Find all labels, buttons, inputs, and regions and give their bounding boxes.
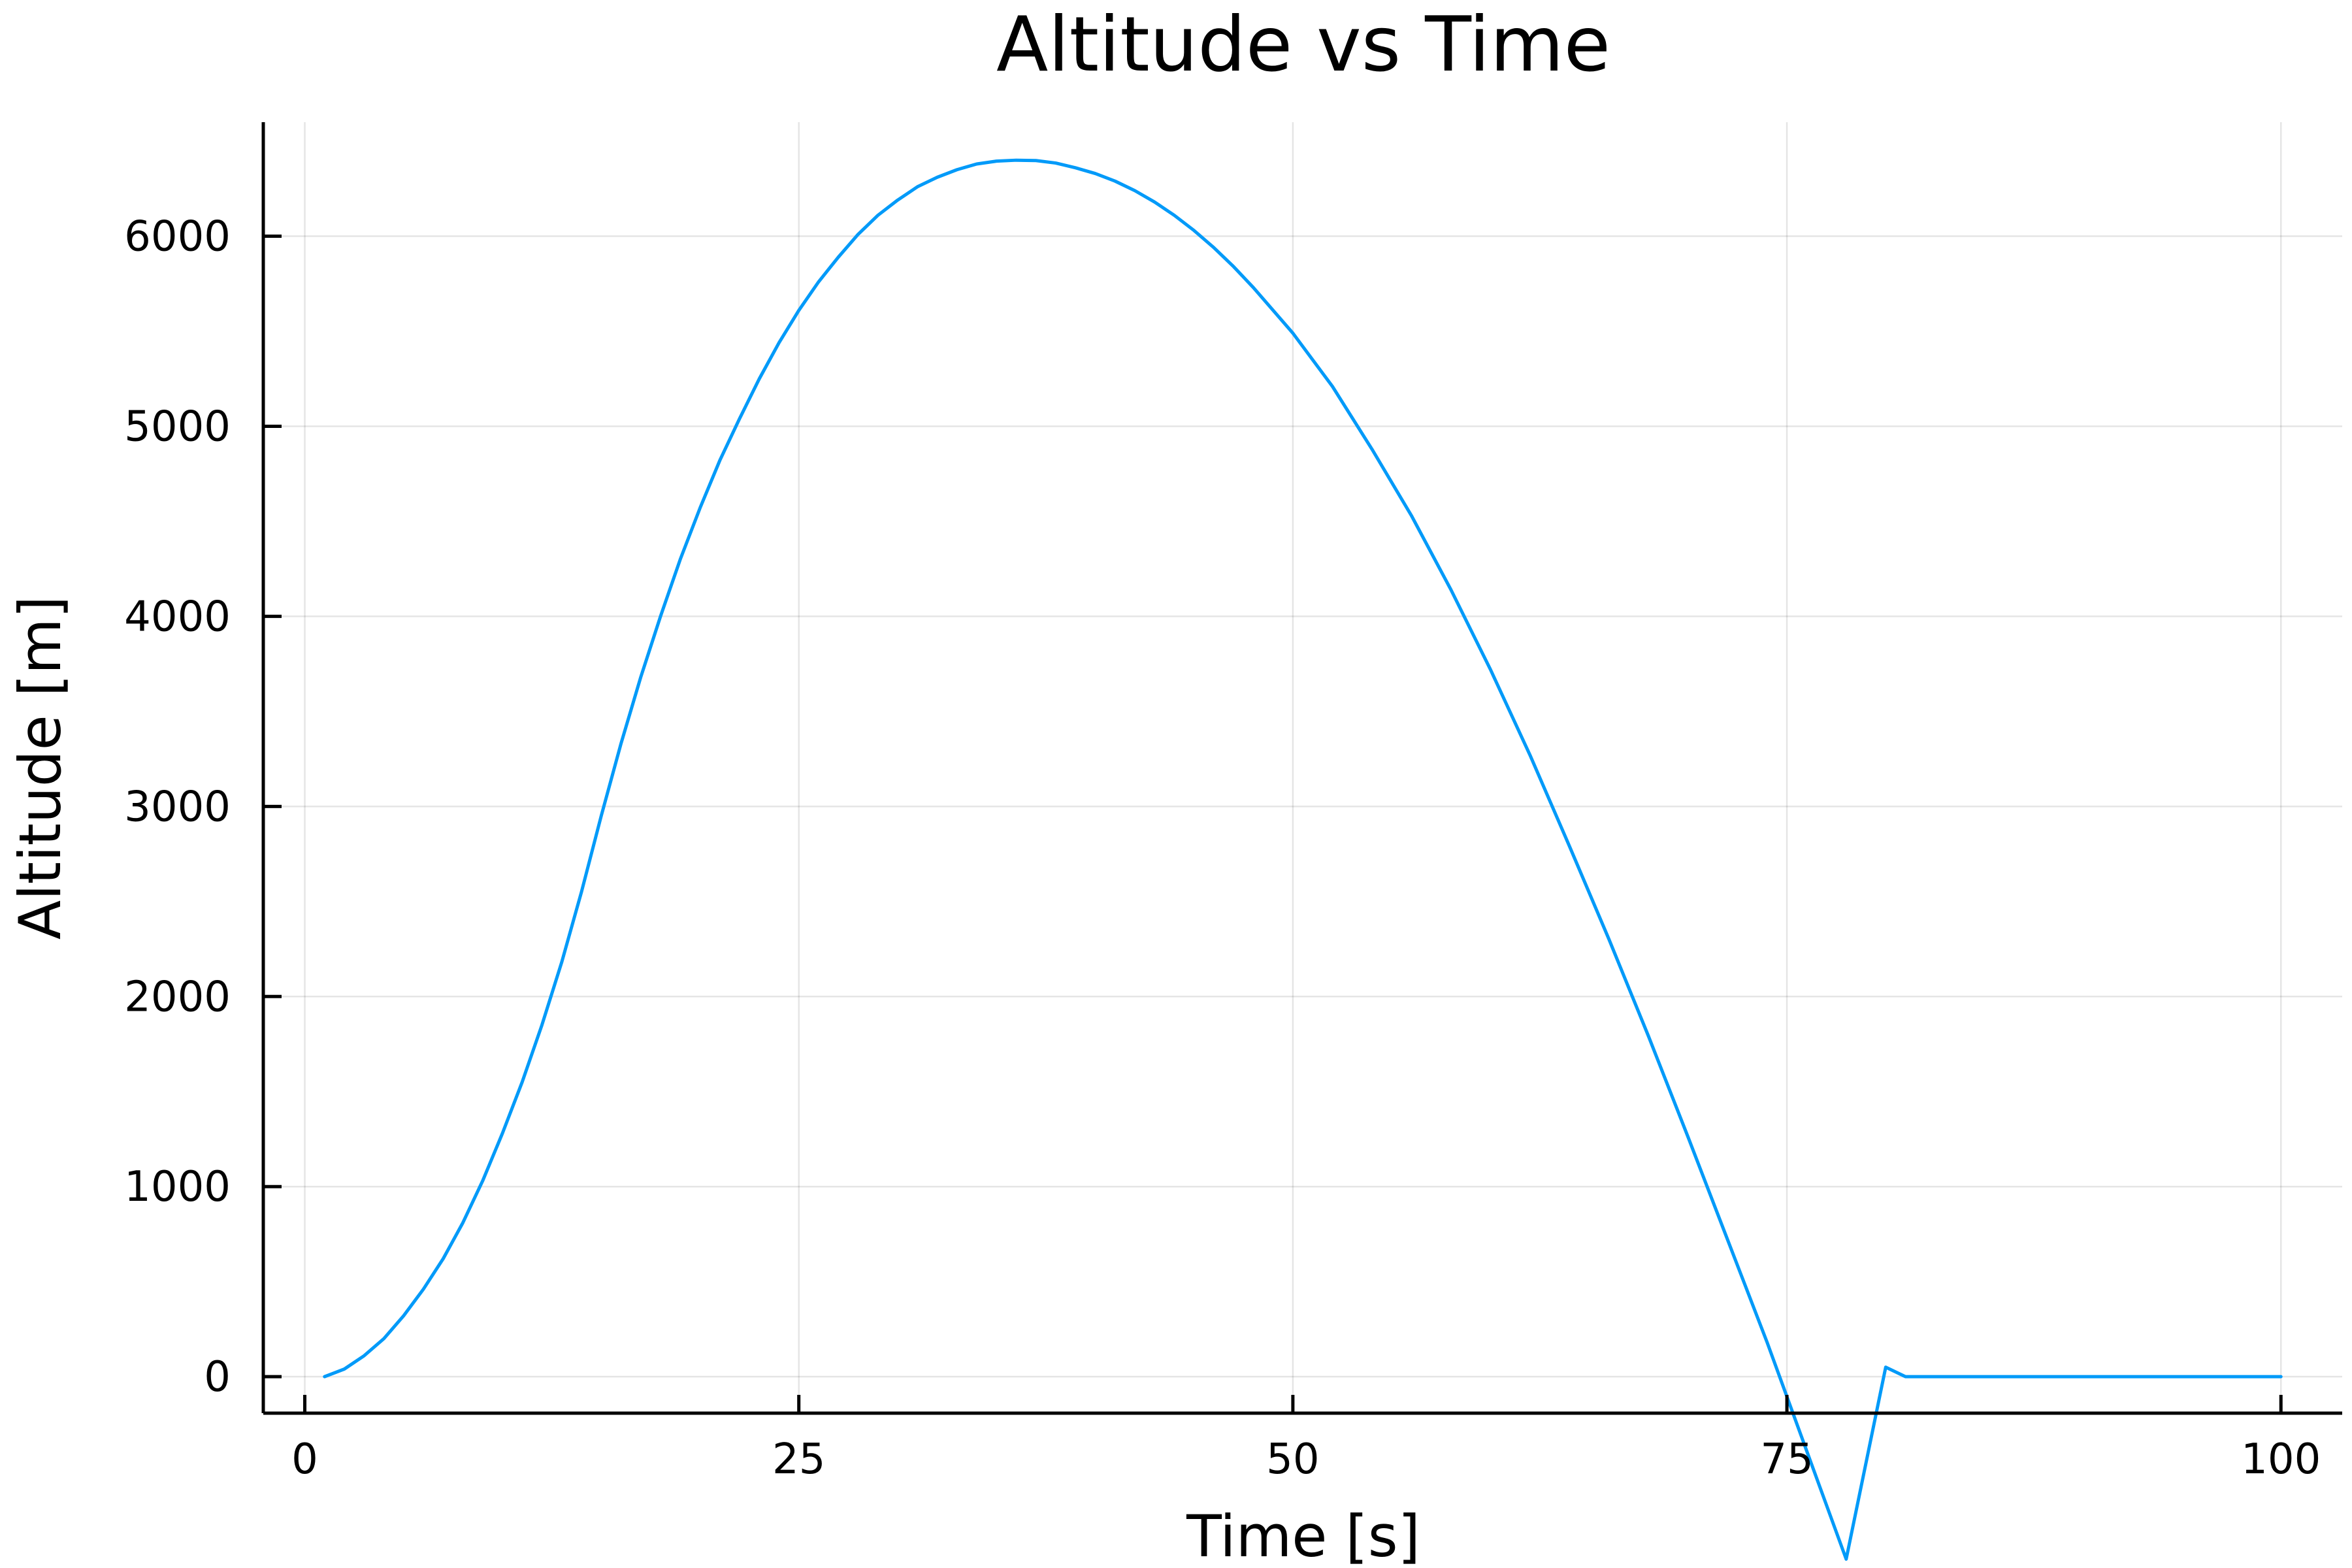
y-tick-label: 5000: [124, 402, 231, 451]
series-line: [323, 158, 2283, 1561]
x-tick-label: 25: [772, 1435, 825, 1484]
y-tick-label: 4000: [124, 593, 231, 641]
x-ticks: 0 25 50 75 100: [291, 1395, 2321, 1484]
y-ticks: 0 1000 2000 3000 4000 5000 6000: [124, 213, 282, 1401]
y-tick-label: 3000: [124, 783, 231, 831]
axes: [261, 122, 2342, 1415]
grid-lines: [263, 122, 2342, 1413]
x-tick-label: 50: [1266, 1435, 1319, 1484]
y-tick-label: 0: [204, 1353, 231, 1401]
y-axis-label: Altitude [m]: [7, 596, 74, 939]
x-tick-label: 0: [291, 1435, 318, 1484]
x-axis-label: Time [s]: [1186, 1503, 1420, 1568]
x-tick-label: 75: [1760, 1435, 1813, 1484]
y-tick-label: 1000: [124, 1163, 231, 1211]
y-tick-label: 6000: [124, 213, 231, 261]
y-tick-label: 2000: [124, 973, 231, 1021]
x-tick-label: 100: [2241, 1435, 2321, 1484]
chart-title: Altitude vs Time: [996, 1, 1610, 89]
series-layer: [323, 158, 2283, 1561]
